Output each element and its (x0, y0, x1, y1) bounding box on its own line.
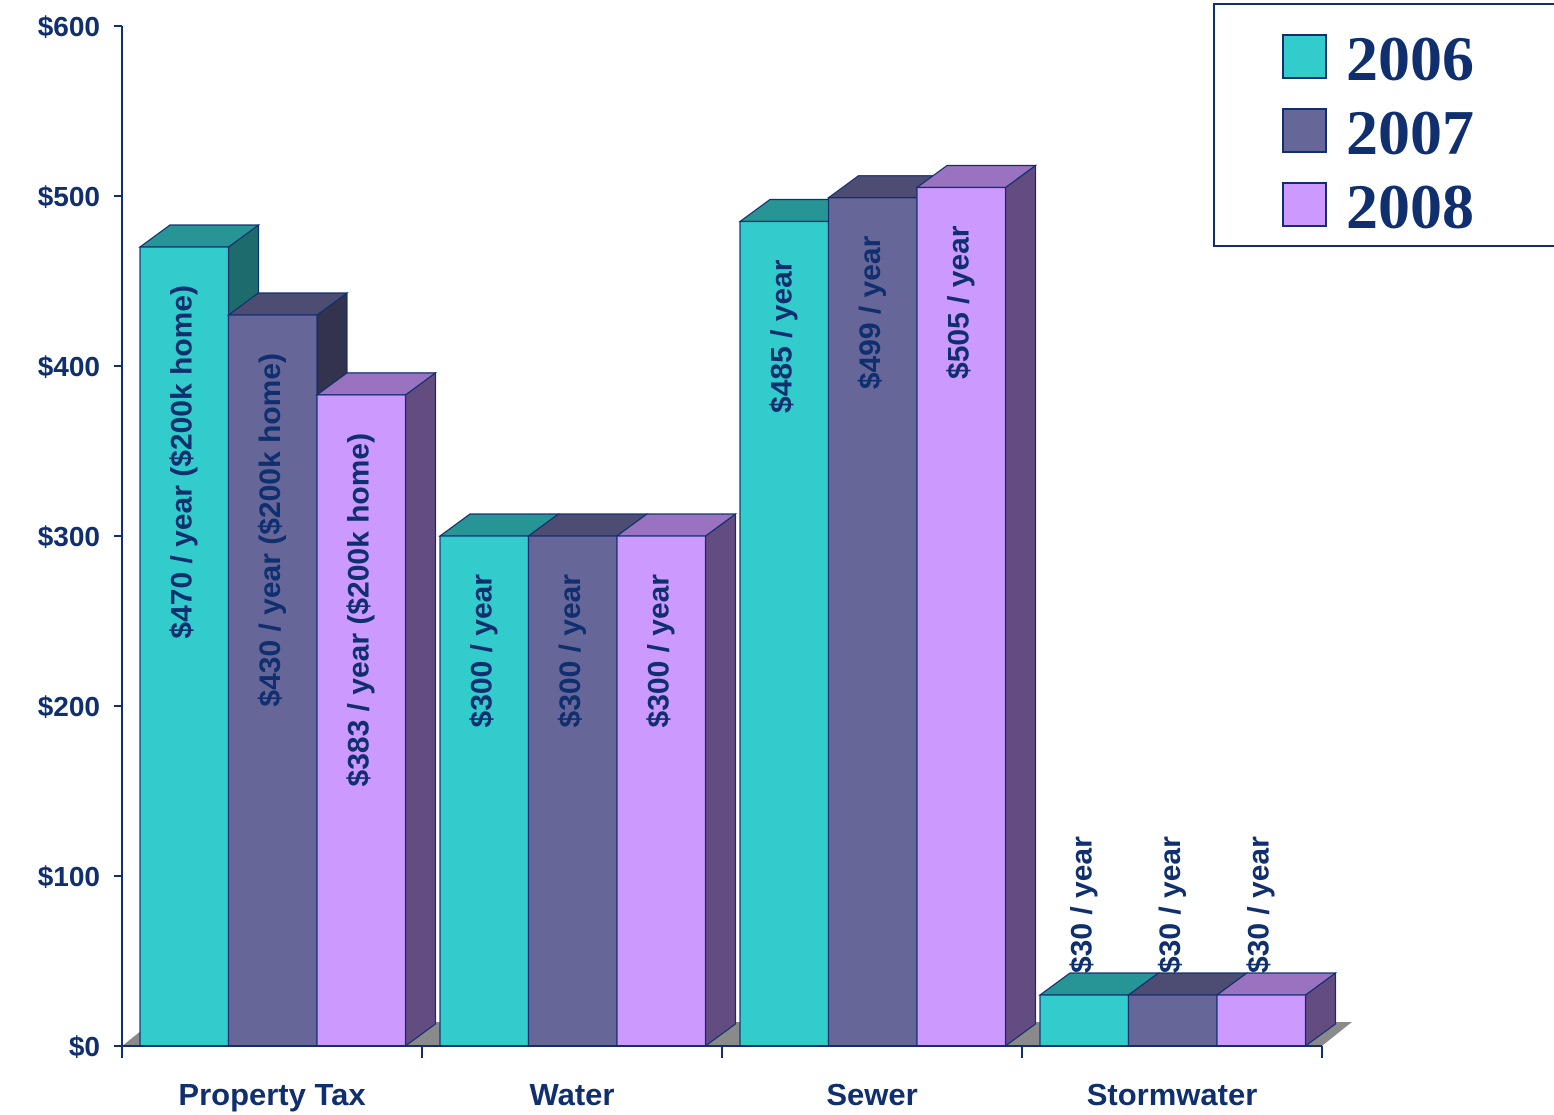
y-tick-label: $400 (38, 351, 100, 382)
y-tick-label: $0 (69, 1031, 100, 1062)
data-label: $30 / year (1154, 836, 1187, 973)
x-category-label: Property Tax (178, 1077, 366, 1112)
data-label: $383 / year ($200k home) (342, 433, 375, 787)
bar-2008-water (615, 512, 738, 1048)
data-label: $470 / year ($200k home) (165, 285, 198, 639)
x-category-label: Water (530, 1077, 615, 1112)
bar-front-face (616, 535, 707, 1047)
x-category-label: Stormwater (1087, 1077, 1258, 1112)
legend-label: 2006 (1346, 23, 1474, 94)
y-tick-label: $100 (38, 861, 100, 892)
legend-swatch (1282, 108, 1327, 153)
bar-side-face (704, 512, 737, 1048)
data-label: $499 / year (854, 235, 887, 389)
data-label: $30 / year (1242, 836, 1275, 973)
bar-front-face (527, 535, 618, 1047)
data-label: $505 / year (942, 225, 975, 379)
legend-swatch (1282, 182, 1327, 227)
bar-front-face (1216, 994, 1307, 1047)
data-label: $430 / year ($200k home) (254, 353, 287, 707)
bar-2008-stormwater (1215, 971, 1338, 1048)
legend-box (1213, 3, 1554, 247)
bar-front-face (1127, 994, 1218, 1047)
y-tick-label: $200 (38, 691, 100, 722)
data-label: $300 / year (642, 574, 675, 728)
data-label: $485 / year (765, 259, 798, 413)
bar-side-face (1004, 164, 1037, 1048)
bar-front-face (1039, 994, 1130, 1047)
legend-swatch (1282, 34, 1327, 79)
data-label: $300 / year (554, 574, 587, 728)
legend-label: 2007 (1346, 97, 1474, 168)
bar-front-face (827, 197, 918, 1047)
bar-front-face (439, 535, 530, 1047)
bar-side-face (404, 371, 437, 1048)
y-tick-label: $500 (38, 181, 100, 212)
data-label: $30 / year (1065, 836, 1098, 973)
bar-front-face (316, 394, 407, 1047)
bar-front-face (739, 220, 830, 1047)
data-label: $300 / year (465, 574, 498, 728)
x-category-label: Sewer (826, 1077, 917, 1112)
legend-label: 2008 (1346, 171, 1474, 242)
bar-2008-sewer (915, 164, 1038, 1048)
y-tick-label: $600 (38, 11, 100, 42)
bar-2008-property-tax (315, 371, 438, 1048)
bar-front-face (227, 314, 318, 1047)
y-tick-label: $300 (38, 521, 100, 552)
bar-front-face (916, 186, 1007, 1047)
